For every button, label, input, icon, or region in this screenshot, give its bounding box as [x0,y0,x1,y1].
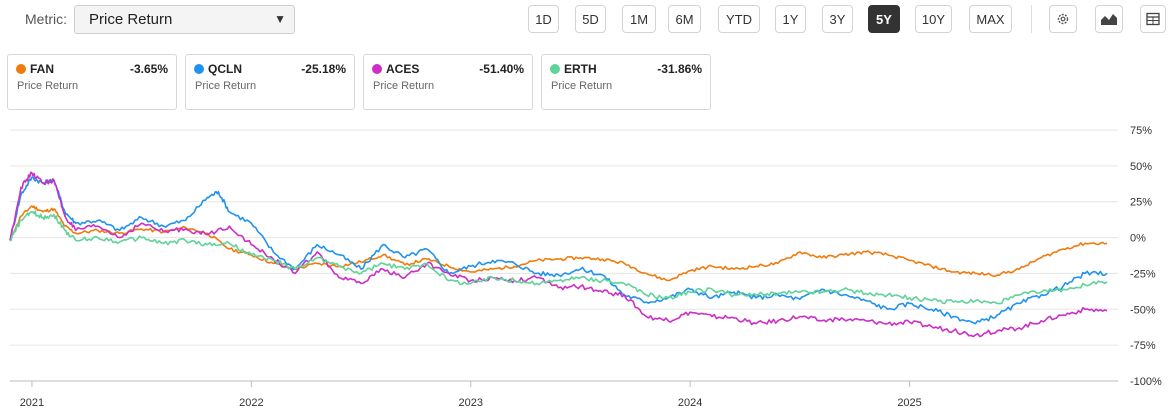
x-tick-label: 2022 [239,397,263,409]
legend-ticker: ACES [386,62,420,76]
range-button-max[interactable]: MAX [969,5,1012,33]
y-tick-label: 25% [1130,197,1152,209]
y-tick-label: -75% [1130,340,1156,352]
legend-ticker: ERTH [564,62,597,76]
metric-selected-value: Price Return [89,11,173,28]
series-line-fan [9,205,1108,282]
legend-value: -25.18% [301,62,346,76]
y-tick-label: -25% [1130,268,1156,280]
range-button-1m[interactable]: 1M [622,5,656,33]
legend-card-qcln[interactable]: QCLN -25.18% Price Return [185,54,355,110]
legend-metric: Price Return [17,80,79,92]
range-button-1d[interactable]: 1D [528,5,559,33]
range-button-10y[interactable]: 10Y [915,5,952,33]
legend-metric: Price Return [195,80,257,92]
series-line-aces [9,171,1108,338]
x-tick-label: 2025 [897,397,921,409]
x-tick-label: 2024 [678,397,702,409]
settings-gear-icon [1057,13,1069,25]
range-button-ytd[interactable]: YTD [718,5,760,33]
settings-button[interactable] [1049,5,1077,33]
table-view-button[interactable] [1140,5,1166,33]
range-button-3y[interactable]: 3Y [822,5,853,33]
toolbar-separator [1031,5,1032,33]
legend-value: -3.65% [129,62,168,76]
dropdown-caret-icon: ▼ [274,12,286,26]
price-return-chart: 75% 50% 25% 0% -25% -50% -75% -100% 2021 2022 2023… [9,125,1162,409]
metric-label: Metric: [25,11,67,27]
x-tick-label: 2021 [20,397,44,409]
range-button-5d[interactable]: 5D [575,5,606,33]
y-tick-label: 75% [1130,125,1152,137]
y-tick-label: 0% [1130,233,1146,245]
range-button-5y[interactable]: 5Y [868,5,900,33]
legend-ticker: FAN [30,62,54,76]
series-line-qcln [9,176,1108,325]
legend-metric: Price Return [373,80,435,92]
metric-select[interactable]: Price Return ▼ [74,5,295,34]
x-tick-label: 2023 [459,397,483,409]
range-button-6m[interactable]: 6M [668,5,701,33]
series-color-dot [550,64,560,74]
chart-type-icon [1101,14,1117,25]
series-color-dot [194,64,204,74]
y-tick-label: 50% [1130,161,1152,173]
series-color-dot [372,64,382,74]
legend-card-aces[interactable]: ACES -51.40% Price Return [363,54,533,110]
range-button-1y[interactable]: 1Y [775,5,806,33]
y-tick-label: -100% [1130,376,1162,388]
legend-card-fan[interactable]: FAN -3.65% Price Return [7,54,177,110]
series-line-erth [10,210,1108,305]
series-color-dot [16,64,26,74]
legend-card-erth[interactable]: ERTH -31.86% Price Return [541,54,711,110]
legend-value: -51.40% [479,62,524,76]
chart-type-button[interactable] [1095,5,1123,33]
legend-value: -31.86% [657,62,702,76]
table-view-icon [1146,12,1160,26]
legend-metric: Price Return [551,80,613,92]
legend-ticker: QCLN [208,62,242,76]
y-tick-label: -50% [1130,304,1156,316]
